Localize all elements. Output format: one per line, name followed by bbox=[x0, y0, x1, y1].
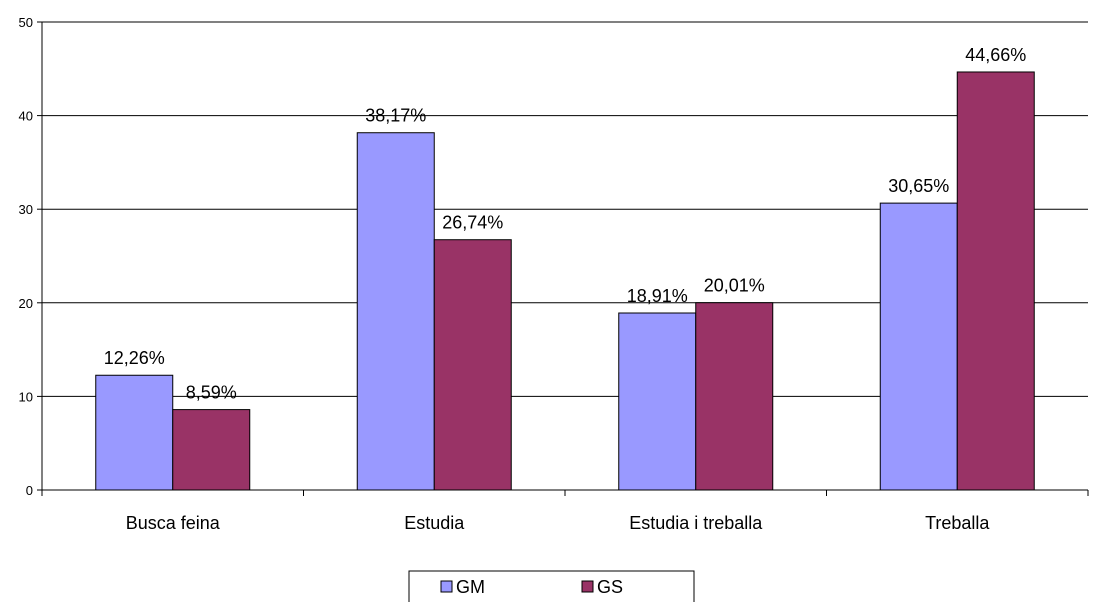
bar-gs bbox=[433, 239, 512, 491]
legend: GM GS bbox=[408, 570, 695, 602]
data-labels: 12,26% 8,59% 38,17% 26,74% 18,91% 20,01% 30,65… bbox=[104, 45, 1027, 403]
data-label: 18,91% bbox=[627, 286, 688, 306]
legend-box bbox=[408, 570, 695, 602]
data-label: 38,17% bbox=[365, 106, 426, 126]
legend-label-gs: GS bbox=[597, 577, 623, 597]
y-tick-label: 50 bbox=[19, 15, 33, 30]
data-label: 20,01% bbox=[704, 276, 765, 296]
y-tick-label: 10 bbox=[19, 389, 33, 404]
x-axis-categories: Busca feina Estudia Estudia i treballa Treb… bbox=[126, 513, 991, 533]
y-axis-ticks: 0 10 20 30 40 50 bbox=[19, 15, 42, 498]
data-label: 26,74% bbox=[442, 213, 503, 233]
bar-gm bbox=[356, 132, 435, 491]
bar-gs bbox=[695, 302, 774, 491]
bar-gm bbox=[618, 312, 697, 491]
data-label: 44,66% bbox=[965, 45, 1026, 65]
bar-gs bbox=[172, 409, 251, 491]
y-tick-label: 20 bbox=[19, 296, 33, 311]
legend-swatch-gs bbox=[581, 580, 594, 593]
legend-swatch-gm bbox=[440, 580, 453, 593]
bar-gm bbox=[879, 202, 958, 491]
bar-gs bbox=[956, 71, 1035, 491]
bar-gm bbox=[95, 374, 174, 491]
x-category-label: Estudia bbox=[404, 513, 465, 533]
y-tick-label: 0 bbox=[26, 483, 33, 498]
axes bbox=[41, 22, 1089, 496]
y-tick-label: 40 bbox=[19, 109, 33, 124]
y-tick-label: 30 bbox=[19, 202, 33, 217]
data-label: 30,65% bbox=[888, 176, 949, 196]
data-label: 12,26% bbox=[104, 348, 165, 368]
legend-label-gm: GM bbox=[456, 577, 485, 597]
data-label: 8,59% bbox=[186, 383, 237, 403]
x-category-label: Treballa bbox=[925, 513, 990, 533]
x-category-label: Estudia i treballa bbox=[629, 513, 763, 533]
bars bbox=[95, 71, 1035, 491]
x-category-label: Busca feina bbox=[126, 513, 221, 533]
